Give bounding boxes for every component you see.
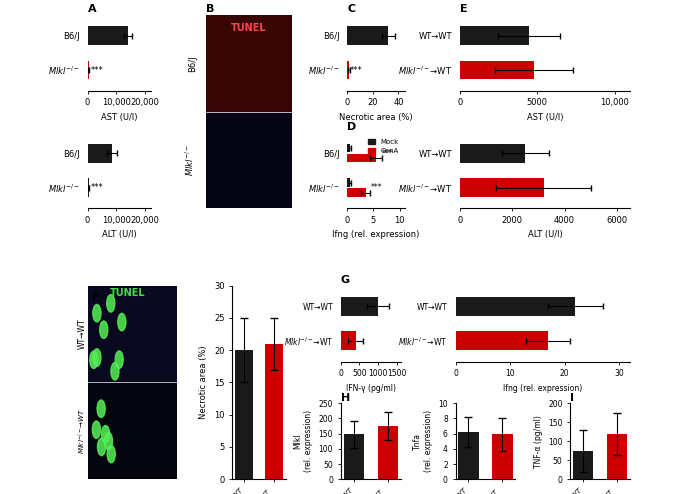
Text: ***: *** bbox=[91, 183, 104, 192]
Circle shape bbox=[97, 438, 106, 455]
X-axis label: Necrotic area (%): Necrotic area (%) bbox=[340, 113, 413, 122]
Circle shape bbox=[93, 304, 101, 322]
Bar bbox=[88, 61, 89, 80]
Bar bbox=[460, 144, 525, 163]
Bar bbox=[492, 434, 512, 479]
Circle shape bbox=[107, 446, 116, 463]
Y-axis label: Mlkl
(rel. expression): Mlkl (rel. expression) bbox=[294, 410, 313, 472]
Text: F: F bbox=[92, 291, 99, 301]
Text: ***: *** bbox=[350, 66, 363, 75]
Circle shape bbox=[99, 321, 108, 338]
X-axis label: IFN-γ (pg/ml): IFN-γ (pg/ml) bbox=[346, 384, 396, 393]
Circle shape bbox=[102, 425, 110, 443]
Circle shape bbox=[90, 351, 98, 369]
Bar bbox=[460, 61, 534, 80]
Circle shape bbox=[118, 313, 126, 331]
Text: $Mlkl^{-/-}$: $Mlkl^{-/-}$ bbox=[184, 144, 197, 176]
Text: WT→WT: WT→WT bbox=[78, 319, 87, 349]
X-axis label: AST (U/l): AST (U/l) bbox=[101, 113, 137, 122]
Bar bbox=[460, 178, 544, 197]
Text: D: D bbox=[347, 122, 356, 131]
Bar bbox=[377, 426, 398, 479]
Bar bbox=[265, 344, 284, 479]
Bar bbox=[458, 432, 479, 479]
Text: B: B bbox=[206, 4, 214, 14]
Bar bbox=[456, 331, 548, 350]
Text: I: I bbox=[570, 393, 574, 403]
X-axis label: Ifng (rel. expression): Ifng (rel. expression) bbox=[503, 384, 582, 393]
Bar bbox=[88, 144, 112, 163]
Legend: Mock, ConA: Mock, ConA bbox=[365, 136, 401, 157]
Text: ***: *** bbox=[371, 183, 382, 192]
Circle shape bbox=[106, 294, 115, 312]
Bar bbox=[460, 26, 529, 45]
Y-axis label: Tnfa
(rel. expression): Tnfa (rel. expression) bbox=[413, 410, 433, 472]
Text: ***: *** bbox=[382, 149, 393, 158]
X-axis label: ALT (U/l): ALT (U/l) bbox=[102, 231, 136, 240]
Text: C: C bbox=[347, 4, 356, 14]
Bar bbox=[347, 61, 349, 80]
Y-axis label: TNF-α (pg/ml): TNF-α (pg/ml) bbox=[533, 415, 542, 468]
Bar bbox=[347, 26, 388, 45]
Bar bbox=[347, 154, 376, 163]
Circle shape bbox=[92, 421, 100, 438]
Text: B6/J: B6/J bbox=[188, 55, 197, 72]
Bar bbox=[347, 188, 365, 197]
Bar bbox=[573, 451, 594, 479]
Bar bbox=[88, 286, 177, 382]
Bar bbox=[341, 297, 378, 316]
Circle shape bbox=[115, 351, 123, 369]
Text: H: H bbox=[341, 393, 350, 403]
Text: E: E bbox=[460, 4, 468, 14]
Circle shape bbox=[93, 349, 101, 366]
Bar bbox=[456, 297, 575, 316]
Circle shape bbox=[97, 400, 105, 417]
Text: A: A bbox=[88, 4, 96, 14]
Bar bbox=[206, 112, 293, 208]
X-axis label: ALT (U/l): ALT (U/l) bbox=[528, 231, 562, 240]
Text: G: G bbox=[341, 275, 350, 285]
X-axis label: Ifng (rel. expression): Ifng (rel. expression) bbox=[332, 231, 420, 240]
Circle shape bbox=[104, 432, 113, 450]
Bar bbox=[88, 382, 177, 479]
Circle shape bbox=[111, 363, 119, 380]
Bar bbox=[347, 178, 350, 187]
X-axis label: AST (U/l): AST (U/l) bbox=[526, 113, 563, 122]
Text: TUNEL: TUNEL bbox=[110, 288, 146, 297]
Text: TUNEL: TUNEL bbox=[231, 23, 267, 33]
Bar bbox=[234, 350, 253, 479]
Bar bbox=[88, 26, 128, 45]
Text: $Mlkl^{-/-}$→WT: $Mlkl^{-/-}$→WT bbox=[76, 408, 88, 454]
Text: ***: *** bbox=[91, 66, 104, 75]
Bar bbox=[607, 434, 627, 479]
Bar bbox=[344, 434, 364, 479]
Bar bbox=[341, 331, 356, 350]
Bar bbox=[347, 144, 350, 153]
Bar bbox=[88, 178, 89, 197]
Y-axis label: Necrotic area (%): Necrotic area (%) bbox=[199, 346, 209, 419]
Bar bbox=[206, 15, 293, 112]
